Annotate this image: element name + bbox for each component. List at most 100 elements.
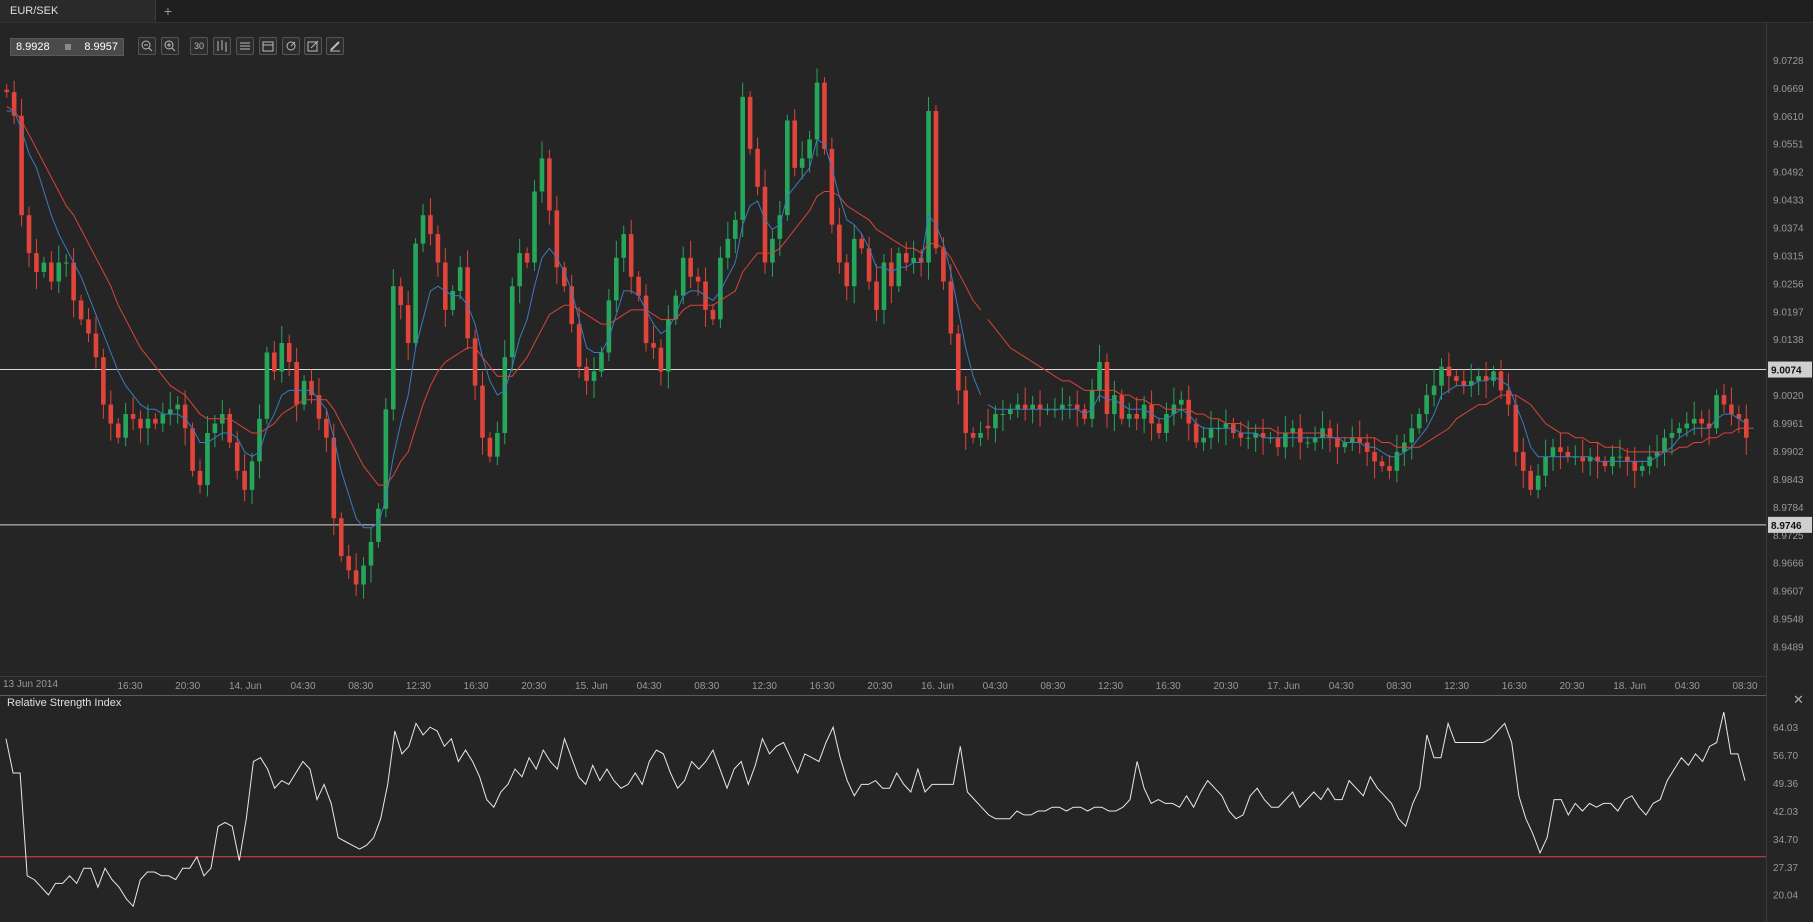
candle-body <box>591 371 597 381</box>
candle-body <box>1297 428 1303 443</box>
candle-body <box>78 300 84 320</box>
candle-body <box>316 395 322 419</box>
candle-body <box>1104 361 1110 415</box>
candle-body <box>889 262 894 287</box>
candle-body <box>822 82 827 149</box>
ask-price: 8.9957 <box>84 41 118 53</box>
x-tick-label: 16. Jun <box>921 681 954 692</box>
candle-body <box>948 281 954 334</box>
candle-body <box>740 96 745 220</box>
candle-body <box>1520 451 1526 471</box>
zoom-in-icon[interactable] <box>161 37 179 55</box>
price-line-label: 9.0074 <box>1771 366 1802 377</box>
candle-body <box>153 418 158 424</box>
calendar-icon[interactable] <box>259 37 277 55</box>
candle-body <box>413 243 418 344</box>
candle-body <box>1535 475 1541 490</box>
candle-body <box>1565 451 1571 457</box>
candle-body <box>539 158 545 192</box>
y-tick-label: 9.0728 <box>1773 56 1804 67</box>
time-axis-border <box>0 676 1766 677</box>
candle-body <box>1602 461 1608 467</box>
candle-body <box>1625 456 1630 462</box>
y-tick-label: 8.9666 <box>1773 559 1804 570</box>
candle-body <box>160 414 166 424</box>
candle-body <box>1045 409 1050 411</box>
close-icon[interactable]: ✕ <box>1793 692 1804 707</box>
tab-eur-sek[interactable]: EUR/SEK <box>0 0 156 22</box>
timeframe-button[interactable]: 30 <box>190 37 208 55</box>
indicators-icon[interactable] <box>236 37 254 55</box>
candle-body <box>376 508 381 542</box>
candle-body <box>1416 414 1422 429</box>
candle-body <box>651 343 656 348</box>
candle-body <box>1060 404 1065 410</box>
y-tick-label: 9.0197 <box>1773 307 1804 318</box>
x-tick-label: 04:30 <box>1675 681 1700 692</box>
candle-body <box>1193 423 1199 443</box>
candle-body <box>1342 442 1348 448</box>
candle-body <box>636 276 641 296</box>
x-tick-label: 04:30 <box>983 681 1008 692</box>
candle-body <box>829 148 835 225</box>
y-tick-label: 9.0551 <box>1773 140 1804 151</box>
indicator-panel-border <box>0 695 1766 696</box>
pencil-icon[interactable] <box>326 37 344 55</box>
candle-body <box>115 423 121 438</box>
candle-body <box>1550 447 1556 457</box>
candle-body <box>1089 390 1095 419</box>
drawing-tools-icon[interactable] <box>282 37 300 55</box>
candle-body <box>257 418 262 462</box>
candle-body <box>101 357 106 405</box>
candle-body <box>1454 376 1459 381</box>
x-tick-label: 08:30 <box>1386 681 1411 692</box>
x-tick-label: 12:30 <box>752 681 777 692</box>
x-tick-label: 17. Jun <box>1267 681 1300 692</box>
y-tick-label: 9.0492 <box>1773 168 1804 179</box>
candle-body <box>472 338 478 386</box>
x-tick-label: 15. Jun <box>575 681 608 692</box>
tab-label: EUR/SEK <box>10 5 59 17</box>
y-tick-label: 9.0610 <box>1773 112 1804 123</box>
y-tick-label: 8.9607 <box>1773 587 1804 598</box>
candle-body <box>599 352 604 372</box>
add-tab-button[interactable]: + <box>163 3 173 19</box>
y-tick-label: 9.0433 <box>1773 196 1804 207</box>
candle-body <box>86 319 91 334</box>
candle-body <box>272 352 277 372</box>
candle-body <box>1268 437 1273 439</box>
candle-body <box>1394 451 1400 471</box>
x-tick-label: 20:30 <box>175 681 200 692</box>
candle-body <box>398 286 404 306</box>
candle-body <box>1528 470 1533 490</box>
candle-body <box>1134 414 1139 419</box>
candle-body <box>725 238 731 258</box>
candle-body <box>792 120 798 168</box>
candle-body <box>242 470 247 490</box>
candle-body <box>1729 404 1734 415</box>
candle-body <box>1349 437 1355 443</box>
candle-body <box>554 210 560 268</box>
chart-type-icon[interactable] <box>213 37 231 55</box>
candle-body <box>896 253 902 287</box>
candle-body <box>1253 432 1258 438</box>
rsi-tick-label: 27.37 <box>1773 863 1798 874</box>
candle-body <box>145 418 151 429</box>
zoom-out-icon[interactable] <box>138 37 156 55</box>
candle-body <box>502 357 508 433</box>
rsi-line <box>5 711 1746 908</box>
moving-average-fast <box>6 110 1747 529</box>
y-tick-label: 9.0315 <box>1773 251 1804 262</box>
candle-body <box>770 238 775 263</box>
candle-body <box>1178 399 1184 405</box>
x-tick-label: 20:30 <box>521 681 546 692</box>
candle-body <box>286 343 292 362</box>
candle-body <box>123 414 128 438</box>
edit-icon[interactable] <box>304 37 322 55</box>
y-tick-label: 8.9961 <box>1773 419 1804 430</box>
candle-body <box>837 224 842 263</box>
candle-body <box>628 234 634 277</box>
moving-average-slow <box>6 105 1754 486</box>
candle-body <box>428 215 433 235</box>
